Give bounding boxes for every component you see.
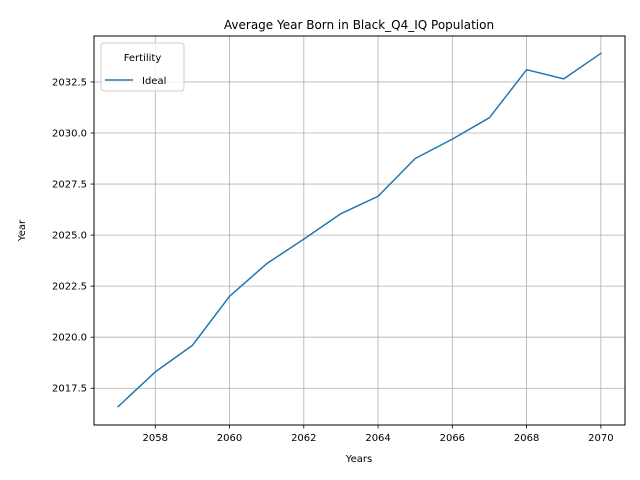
legend: Fertility Ideal (100, 42, 185, 92)
x-axis-label: Years (345, 454, 372, 465)
x-tick-label: 2066 (440, 433, 465, 444)
x-tick-label: 2060 (217, 433, 242, 444)
y-tick-label: 2022.5 (52, 282, 87, 293)
chart-title: Average Year Born in Black_Q4_IQ Populat… (224, 18, 494, 32)
legend-title: Fertility (124, 53, 162, 64)
legend-label-ideal: Ideal (142, 76, 166, 87)
y-tick-label: 2027.5 (52, 180, 87, 191)
y-tick-label: 2030.0 (52, 128, 87, 139)
series-line-ideal (117, 52, 602, 408)
grid (94, 36, 625, 425)
y-tick-label: 2025.0 (52, 231, 87, 242)
x-tick-label: 2058 (143, 433, 168, 444)
y-tick-label: 2017.5 (52, 384, 87, 395)
x-tick-label: 2064 (365, 433, 390, 444)
x-tick-label: 2070 (588, 433, 613, 444)
series-layer (117, 52, 602, 408)
x-axis-ticks: 2058 2060 2062 2064 2066 2068 2070 (143, 425, 614, 444)
x-tick-label: 2068 (514, 433, 539, 444)
y-tick-label: 2032.5 (52, 77, 87, 88)
legend-box (100, 42, 185, 92)
x-tick-label: 2062 (291, 433, 316, 444)
y-axis-label: Year (17, 219, 28, 242)
plot-area-frame (93, 35, 626, 426)
y-tick-label: 2020.0 (52, 333, 87, 344)
y-axis-ticks: 2017.5 2020.0 2022.5 2025.0 2027.5 2030.0 2032… (52, 77, 94, 395)
